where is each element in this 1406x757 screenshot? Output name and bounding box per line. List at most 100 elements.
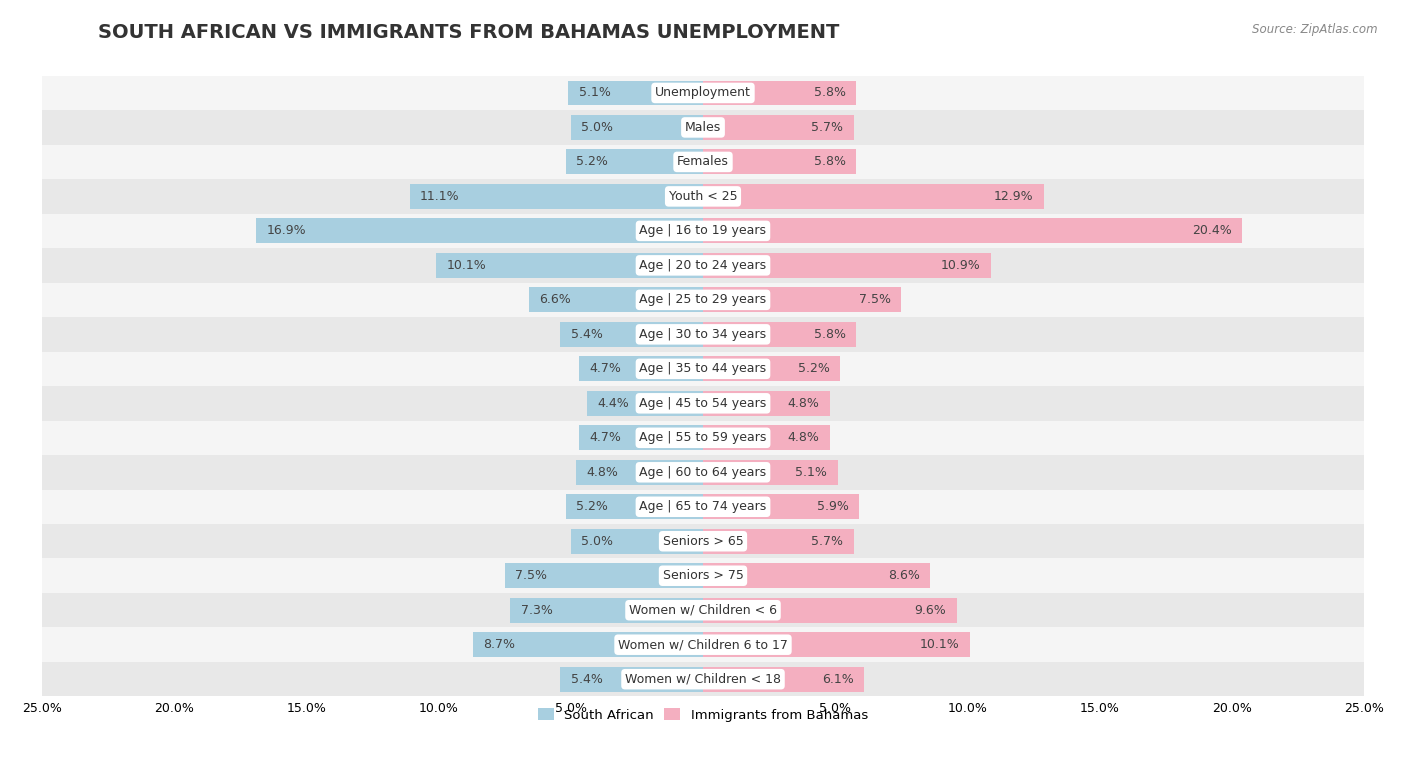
Text: 5.1%: 5.1% (579, 86, 610, 99)
Text: 5.8%: 5.8% (814, 86, 846, 99)
Bar (703, 529, 853, 553)
Text: Age | 16 to 19 years: Age | 16 to 19 years (640, 224, 766, 238)
Bar (42, 559, 1364, 593)
Text: Women w/ Children < 18: Women w/ Children < 18 (626, 673, 780, 686)
Text: 6.1%: 6.1% (823, 673, 853, 686)
Text: Age | 55 to 59 years: Age | 55 to 59 years (640, 431, 766, 444)
Bar (703, 494, 859, 519)
Bar (565, 149, 703, 174)
Bar (703, 184, 1045, 209)
Bar (42, 179, 1364, 213)
Text: 9.6%: 9.6% (914, 604, 946, 617)
Bar (703, 288, 901, 313)
Bar (472, 632, 703, 657)
Bar (703, 253, 991, 278)
Text: Youth < 25: Youth < 25 (669, 190, 737, 203)
Text: 7.5%: 7.5% (859, 294, 890, 307)
Bar (42, 145, 1364, 179)
Text: 11.1%: 11.1% (420, 190, 460, 203)
Text: Males: Males (685, 121, 721, 134)
Text: 5.2%: 5.2% (576, 155, 607, 168)
Text: 16.9%: 16.9% (267, 224, 307, 238)
Bar (703, 80, 856, 105)
Text: Seniors > 65: Seniors > 65 (662, 534, 744, 548)
Legend: South African, Immigrants from Bahamas: South African, Immigrants from Bahamas (533, 703, 873, 727)
Text: 4.8%: 4.8% (586, 466, 619, 478)
Text: 6.6%: 6.6% (538, 294, 571, 307)
Text: 5.8%: 5.8% (814, 155, 846, 168)
Bar (703, 563, 931, 588)
Bar (529, 288, 703, 313)
Text: Seniors > 75: Seniors > 75 (662, 569, 744, 582)
Bar (703, 219, 1243, 243)
Bar (42, 662, 1364, 696)
Bar (42, 455, 1364, 490)
Bar (42, 111, 1364, 145)
Text: SOUTH AFRICAN VS IMMIGRANTS FROM BAHAMAS UNEMPLOYMENT: SOUTH AFRICAN VS IMMIGRANTS FROM BAHAMAS… (98, 23, 839, 42)
Bar (510, 598, 703, 623)
Text: 12.9%: 12.9% (994, 190, 1033, 203)
Text: 5.1%: 5.1% (796, 466, 827, 478)
Bar (42, 386, 1364, 421)
Text: 4.8%: 4.8% (787, 397, 820, 410)
Text: 5.7%: 5.7% (811, 534, 844, 548)
Text: 7.5%: 7.5% (516, 569, 547, 582)
Text: Unemployment: Unemployment (655, 86, 751, 99)
Text: 4.7%: 4.7% (589, 431, 621, 444)
Bar (565, 494, 703, 519)
Bar (256, 219, 703, 243)
Text: 20.4%: 20.4% (1192, 224, 1232, 238)
Bar (703, 632, 970, 657)
Bar (409, 184, 703, 209)
Text: 10.1%: 10.1% (447, 259, 486, 272)
Bar (42, 76, 1364, 111)
Text: Age | 45 to 54 years: Age | 45 to 54 years (640, 397, 766, 410)
Text: Women w/ Children < 6: Women w/ Children < 6 (628, 604, 778, 617)
Text: 10.9%: 10.9% (941, 259, 980, 272)
Bar (703, 391, 830, 416)
Bar (560, 667, 703, 692)
Text: 5.8%: 5.8% (814, 328, 846, 341)
Bar (42, 490, 1364, 524)
Text: 5.0%: 5.0% (582, 121, 613, 134)
Text: Age | 65 to 74 years: Age | 65 to 74 years (640, 500, 766, 513)
Text: Age | 60 to 64 years: Age | 60 to 64 years (640, 466, 766, 478)
Bar (703, 425, 830, 450)
Text: Source: ZipAtlas.com: Source: ZipAtlas.com (1253, 23, 1378, 36)
Text: 5.2%: 5.2% (799, 363, 830, 375)
Bar (42, 524, 1364, 559)
Text: 5.4%: 5.4% (571, 673, 603, 686)
Text: 4.7%: 4.7% (589, 363, 621, 375)
Bar (703, 598, 956, 623)
Bar (703, 459, 838, 484)
Bar (703, 149, 856, 174)
Text: 5.4%: 5.4% (571, 328, 603, 341)
Text: Age | 30 to 34 years: Age | 30 to 34 years (640, 328, 766, 341)
Text: 5.7%: 5.7% (811, 121, 844, 134)
Bar (579, 425, 703, 450)
Bar (571, 115, 703, 140)
Text: 8.7%: 8.7% (484, 638, 516, 651)
Bar (505, 563, 703, 588)
Bar (703, 322, 856, 347)
Text: 4.4%: 4.4% (598, 397, 628, 410)
Bar (42, 593, 1364, 628)
Bar (42, 421, 1364, 455)
Text: 7.3%: 7.3% (520, 604, 553, 617)
Bar (586, 391, 703, 416)
Text: 10.1%: 10.1% (920, 638, 959, 651)
Bar (568, 80, 703, 105)
Text: Age | 20 to 24 years: Age | 20 to 24 years (640, 259, 766, 272)
Text: 4.8%: 4.8% (787, 431, 820, 444)
Bar (571, 529, 703, 553)
Bar (703, 115, 853, 140)
Text: Women w/ Children 6 to 17: Women w/ Children 6 to 17 (619, 638, 787, 651)
Text: 5.9%: 5.9% (817, 500, 848, 513)
Bar (576, 459, 703, 484)
Bar (42, 282, 1364, 317)
Bar (42, 317, 1364, 351)
Bar (42, 213, 1364, 248)
Text: Age | 25 to 29 years: Age | 25 to 29 years (640, 294, 766, 307)
Bar (703, 667, 865, 692)
Bar (703, 357, 841, 382)
